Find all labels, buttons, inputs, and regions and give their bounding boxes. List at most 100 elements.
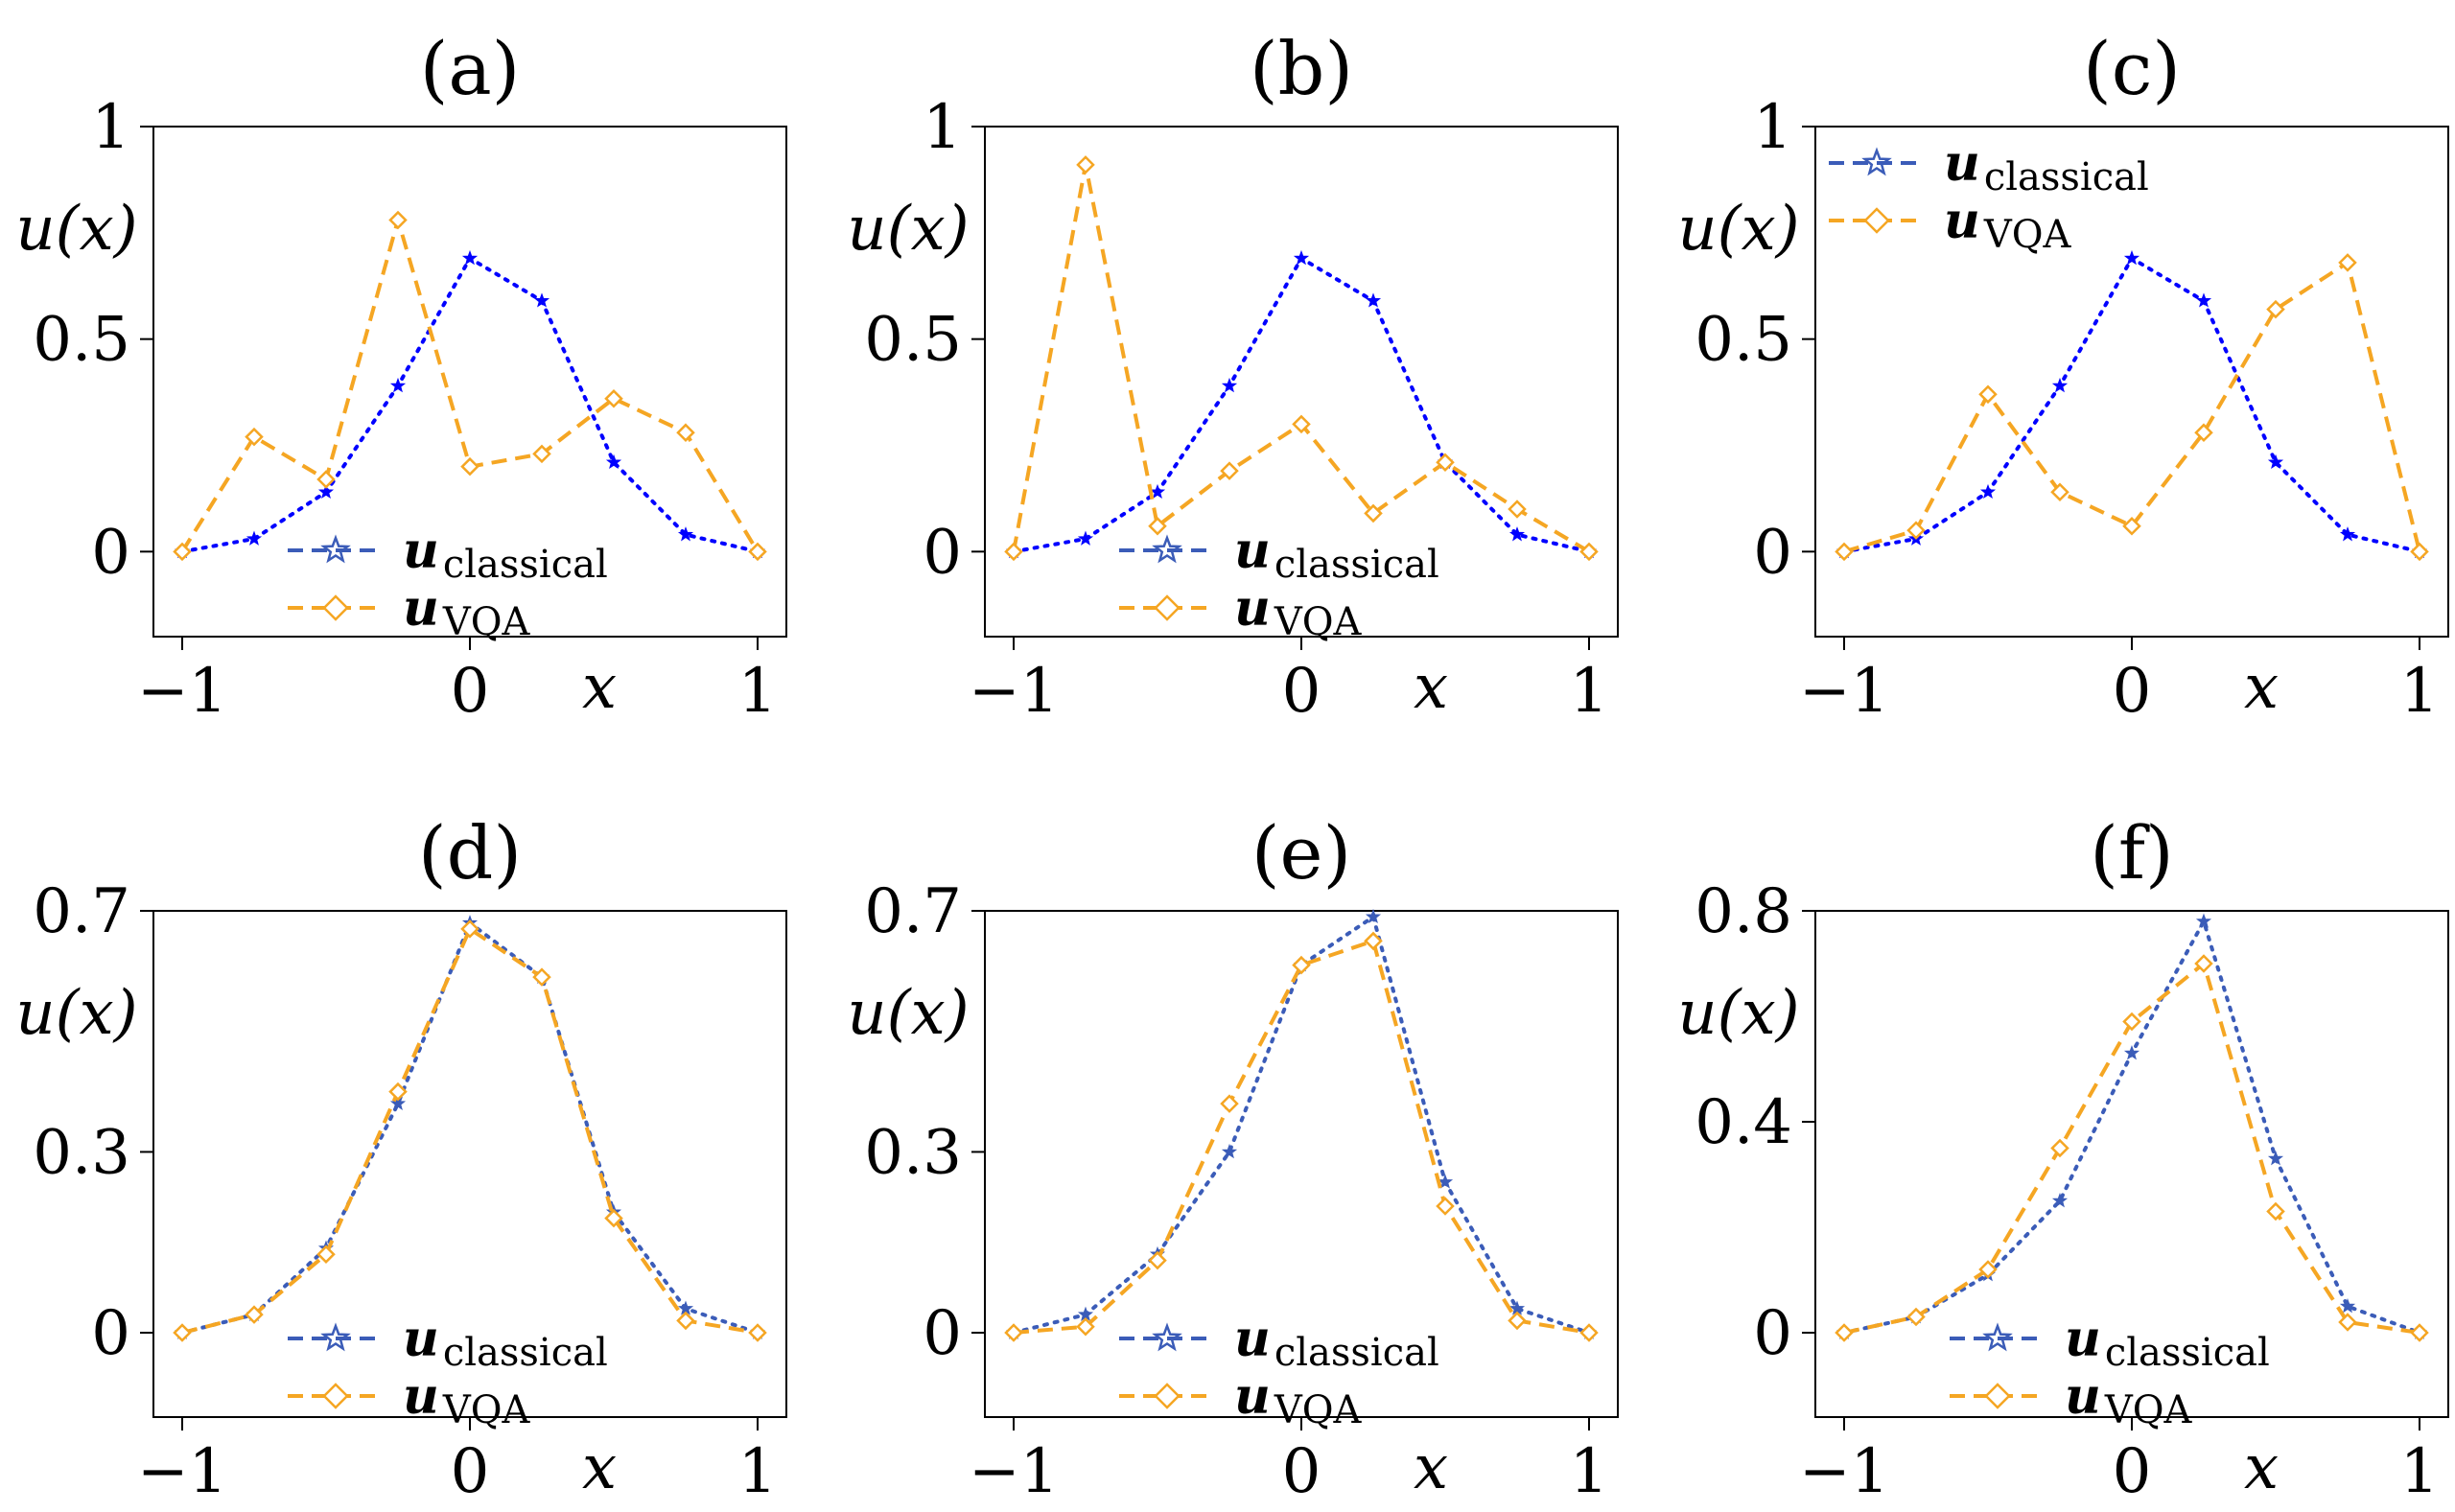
point-VQA	[2194, 954, 2213, 973]
point-VQA	[316, 470, 336, 489]
series-line-classical	[180, 255, 760, 554]
point-VQA	[676, 423, 695, 442]
legend-marker-VQA	[1863, 207, 1890, 234]
point-classical	[2267, 454, 2284, 470]
legend-subscript: VQA	[442, 1388, 531, 1432]
legend-main: u	[1234, 1367, 1271, 1426]
series-line-VQA	[1013, 938, 1590, 1335]
point-VQA	[460, 456, 479, 477]
y-tick-label: 0	[923, 1298, 962, 1369]
legend-marker-classical	[320, 1322, 351, 1352]
y-tick-label: 0	[1753, 517, 1792, 588]
point-VQA	[2266, 1201, 2285, 1221]
legend-label-classical: u classical	[1234, 1310, 1439, 1375]
x-tick-label: 0	[451, 656, 490, 727]
legend-label-VQA: u VQA	[403, 579, 530, 644]
series-line-classical	[1012, 255, 1591, 554]
point-VQA	[532, 444, 551, 464]
point-VQA	[1148, 516, 1167, 536]
legend-label-VQA: u VQA	[403, 1367, 530, 1432]
y-tick-label: 0	[91, 1298, 130, 1369]
y-tick-label: 0.3	[864, 1117, 962, 1188]
point-classical	[1365, 292, 1382, 308]
legend-label-classical: u classical	[1944, 134, 2149, 199]
point-VQA	[388, 210, 408, 230]
legend-main: u	[403, 579, 439, 638]
point-classical	[461, 249, 479, 266]
point-VQA	[245, 1305, 264, 1324]
series-line-classical	[1012, 914, 1591, 1335]
legend-label-VQA: u VQA	[1234, 1367, 1362, 1432]
point-VQA	[1978, 1260, 1998, 1279]
legend-label-VQA: u VQA	[1944, 192, 2071, 257]
legend-marker-classical	[320, 534, 351, 564]
point-classical	[1979, 483, 1997, 500]
point-classical	[389, 1095, 407, 1110]
panel-title: (f)	[2090, 810, 2173, 896]
point-VQA	[316, 1244, 336, 1265]
point-classical	[2195, 292, 2212, 308]
x-tick-label: −1	[137, 656, 227, 727]
legend-main: u	[1234, 522, 1271, 580]
y-tick-label: 0.5	[864, 305, 962, 376]
y-axis-label: u(x)	[1677, 194, 1799, 265]
legend-marker-VQA	[1154, 1383, 1181, 1409]
y-tick-label: 0	[1753, 1298, 1792, 1369]
point-VQA	[245, 427, 264, 447]
point-VQA	[1835, 542, 1854, 562]
legend-subscript: classical	[1984, 155, 2149, 199]
x-axis-label: x	[582, 1432, 617, 1503]
point-VQA	[1436, 1197, 1455, 1216]
point-VQA	[1835, 1323, 1854, 1342]
point-VQA	[2122, 1012, 2141, 1032]
y-tick-label: 0.5	[33, 305, 130, 376]
y-tick-label: 0.3	[33, 1117, 130, 1188]
point-VQA	[1906, 521, 1926, 540]
x-tick-label: −1	[969, 656, 1059, 727]
x-tick-label: −1	[137, 1436, 227, 1507]
legend-subscript: classical	[443, 543, 608, 587]
y-axis-label: u(x)	[15, 194, 137, 265]
point-VQA	[748, 1323, 767, 1342]
point-VQA	[1508, 1311, 1527, 1331]
point-VQA	[1508, 500, 1527, 519]
point-classical	[2051, 1193, 2069, 1208]
legend-main: u	[2065, 1367, 2101, 1426]
y-axis-label: u(x)	[847, 978, 969, 1049]
y-axis-label: u(x)	[847, 194, 969, 265]
point-VQA	[1004, 1323, 1023, 1342]
x-tick-label: 0	[1282, 656, 1321, 727]
legend-marker-VQA	[322, 1383, 349, 1409]
x-tick-label: 1	[1570, 1436, 1609, 1507]
y-tick-label: 0.7	[33, 876, 130, 947]
x-tick-label: 1	[2400, 656, 2440, 727]
point-VQA	[1004, 542, 1023, 562]
legend-subscript: VQA	[1983, 213, 2072, 257]
panel-title: (c)	[2083, 26, 2181, 111]
point-VQA	[2338, 1313, 2357, 1332]
y-tick-label: 0	[923, 517, 962, 588]
y-tick-label: 1	[1753, 92, 1792, 163]
legend-marker-classical	[1152, 1322, 1182, 1352]
point-VQA	[2410, 542, 2429, 562]
point-classical	[1077, 530, 1094, 546]
point-classical	[2123, 1045, 2140, 1060]
x-axis-label: x	[582, 652, 617, 723]
x-tick-label: 0	[2113, 656, 2152, 727]
legend-subscript: VQA	[442, 600, 531, 644]
legend-subscript: VQA	[1274, 1388, 1363, 1432]
point-VQA	[2266, 299, 2285, 319]
legend-main: u	[1234, 579, 1271, 638]
legend-label-classical: u classical	[403, 1310, 608, 1375]
legend-marker-classical	[1861, 147, 1892, 176]
legend-marker-classical	[1982, 1322, 2013, 1352]
point-classical	[1293, 249, 1310, 266]
y-tick-label: 0.7	[864, 876, 962, 947]
plot-frame	[1814, 126, 2449, 638]
point-classical	[2123, 249, 2140, 266]
